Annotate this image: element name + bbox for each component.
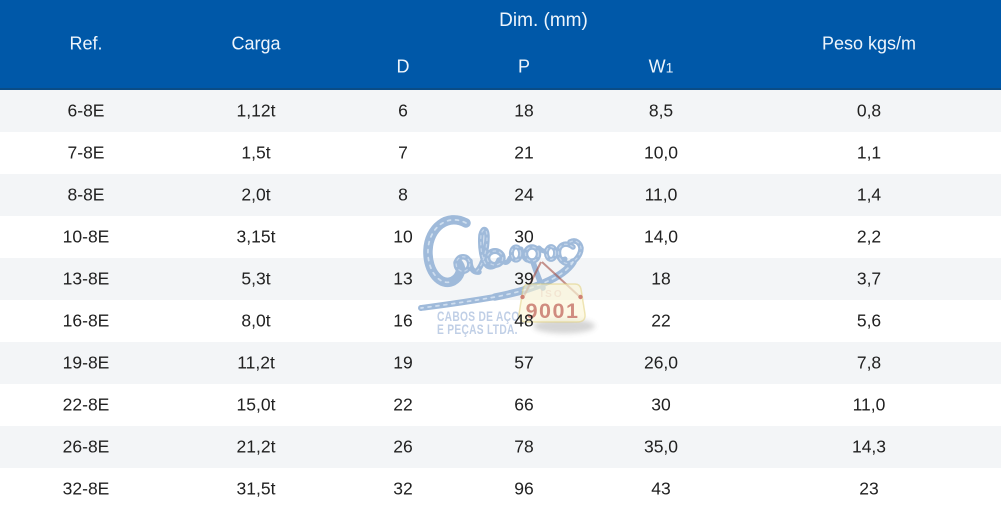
svg-text:E PEÇAS LTDA.: E PEÇAS LTDA.: [437, 321, 518, 337]
svg-text:ISO: ISO: [540, 289, 563, 300]
svg-text:CABOS DE AÇO: CABOS DE AÇO: [437, 308, 520, 324]
svg-text:9001: 9001: [526, 299, 580, 323]
